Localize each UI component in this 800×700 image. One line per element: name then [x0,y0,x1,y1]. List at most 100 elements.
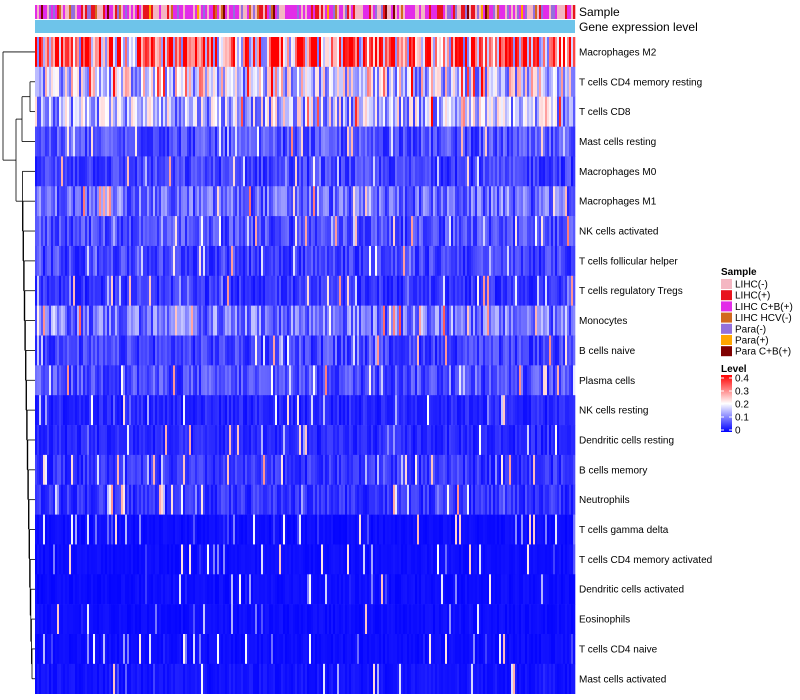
heatmap-cell [205,245,208,277]
heatmap-cell [365,156,368,187]
heatmap-cell [335,454,338,486]
heatmap-cell [529,335,532,366]
heatmap-cell [309,216,312,247]
heatmap-cell [445,245,448,277]
heatmap-cell [177,365,180,396]
sample-cell [411,5,414,19]
heatmap-cell [417,305,420,336]
heatmap-cell [57,156,60,187]
heatmap-cell [53,245,56,277]
heatmap-cell [135,335,138,366]
heatmap-cell [471,186,474,217]
heatmap-cell [165,544,168,575]
heatmap-cell [303,126,306,157]
heatmap-cell [563,305,566,336]
heatmap-cell [75,96,78,127]
heatmap-cell [339,156,342,187]
heatmap-cell [163,245,166,277]
heatmap-cell [511,305,514,336]
heatmap-cell [459,37,462,68]
heatmap-cell [425,514,428,545]
heatmap-cell [211,395,214,426]
heatmap-cell [209,96,212,127]
heatmap-cell [49,365,52,396]
heatmap-cell [69,216,72,247]
heatmap-cell [123,156,126,187]
heatmap-cell [207,216,210,247]
heatmap-cell [257,365,260,396]
heatmap-cell [453,66,456,97]
heatmap-cell [281,454,284,486]
heatmap-cell [305,484,308,515]
heatmap-cell [67,305,70,336]
heatmap-cell [41,335,44,366]
heatmap-cell [275,37,278,68]
heatmap-cell [487,425,490,456]
heatmap-cell [317,126,320,157]
heatmap-cell [285,96,288,127]
heatmap-cell [113,275,116,306]
heatmap-cell [201,96,204,127]
heatmap-cell [515,216,518,247]
heatmap-cell [149,275,152,306]
heatmap-cell [147,335,150,366]
heatmap-cell [367,425,370,456]
heatmap-cell [65,395,68,426]
heatmap-cell [423,275,426,306]
heatmap-cell [157,96,160,127]
heatmap-cell [43,186,46,217]
heatmap-cell [105,126,108,157]
heatmap-cell [195,395,198,426]
heatmap-cell [157,305,160,336]
heatmap-cell [199,126,202,157]
heatmap-cell [489,484,492,515]
heatmap-cell [457,335,460,366]
heatmap-cell [289,514,292,545]
heatmap-cell [343,484,346,515]
sample-cell [493,5,496,19]
heatmap-cell [87,275,90,306]
heatmap-cell [143,186,146,217]
heatmap-cell [217,305,220,336]
heatmap-cell [275,514,278,545]
heatmap-cell [297,335,300,366]
heatmap-cell [569,66,572,97]
heatmap-cell [265,365,268,396]
heatmap-cell [485,275,488,306]
heatmap-cell [529,186,532,217]
heatmap-cell [291,126,294,157]
heatmap-cell [169,425,172,456]
heatmap-cell [245,275,248,306]
heatmap-cell [571,186,574,217]
heatmap-cell [539,365,542,396]
heatmap-cell [247,544,250,575]
heatmap-cell [319,96,322,127]
heatmap-cell [161,216,164,247]
heatmap-cell [185,37,188,68]
heatmap-cell [151,425,154,456]
sample-cell [225,5,228,19]
heatmap-cell [427,66,430,97]
heatmap-cell [401,425,404,456]
sample-cell [419,5,422,19]
heatmap-cell [473,365,476,396]
heatmap-cell [349,186,352,217]
heatmap-cell [161,245,164,277]
heatmap-cell [125,275,128,306]
heatmap-cell [509,335,512,366]
heatmap-cell [569,245,572,277]
heatmap-cell [339,454,342,486]
heatmap-cell [557,66,560,97]
heatmap-cell [73,335,76,366]
heatmap-cell [271,245,274,277]
heatmap-cell [187,395,190,426]
heatmap-cell [257,216,260,247]
heatmap-cell [343,126,346,157]
heatmap-cell [413,37,416,68]
heatmap-cell [507,216,510,247]
heatmap-cell [191,275,194,306]
heatmap-cell [461,126,464,157]
heatmap-cell [447,454,450,486]
heatmap-cell [371,275,374,306]
heatmap-cell [129,216,132,247]
